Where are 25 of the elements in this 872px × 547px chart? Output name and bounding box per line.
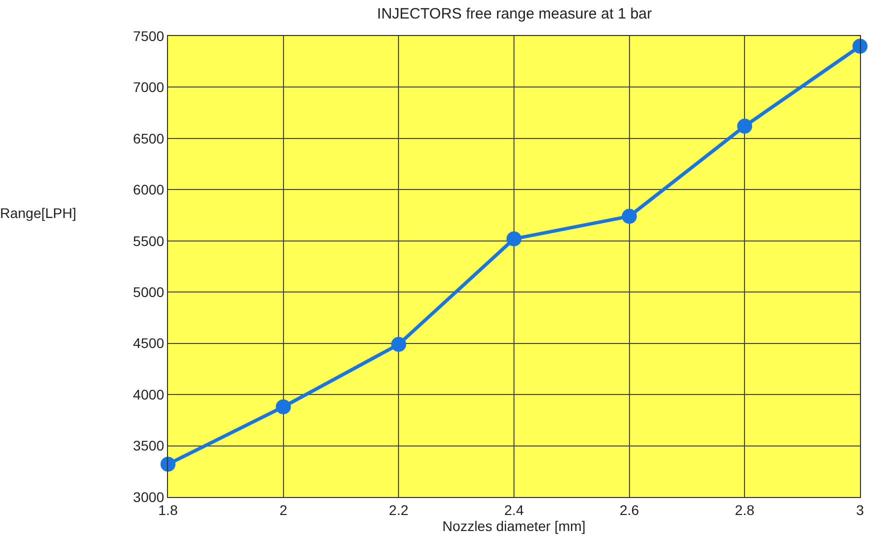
y-tick-label: 3500 — [133, 438, 164, 454]
y-tick-label: 6000 — [133, 182, 164, 198]
point — [391, 336, 406, 352]
point — [160, 456, 176, 472]
point — [506, 231, 522, 246]
x-tick-label: 2.4 — [504, 502, 524, 518]
x-tick-label: 2 — [279, 502, 288, 518]
x-axis-title: Nozzles diameter [mm] — [442, 518, 586, 534]
x-tick-label: 2.2 — [388, 502, 409, 518]
y-tick-label: 7500 — [133, 28, 164, 44]
x-tick-label: 2.8 — [734, 502, 755, 518]
y-tick-label: 6500 — [133, 130, 164, 146]
y-tick-label: 5500 — [133, 232, 164, 249]
x-tick-label: 2.6 — [620, 502, 640, 518]
x-tick-label: 3 — [856, 502, 864, 518]
y-axis-title: Range[LPH] — [0, 205, 76, 221]
point — [737, 118, 752, 134]
chart-title: INJECTORS free range measure at 1 bar — [377, 6, 652, 23]
y-tick-label: 7000 — [133, 79, 164, 96]
point — [276, 399, 291, 414]
point — [852, 38, 868, 54]
y-tick-label: 5000 — [133, 284, 164, 300]
point — [622, 208, 637, 224]
y-tick-label: 4500 — [133, 335, 164, 352]
y-tick-label: 4000 — [133, 386, 164, 402]
